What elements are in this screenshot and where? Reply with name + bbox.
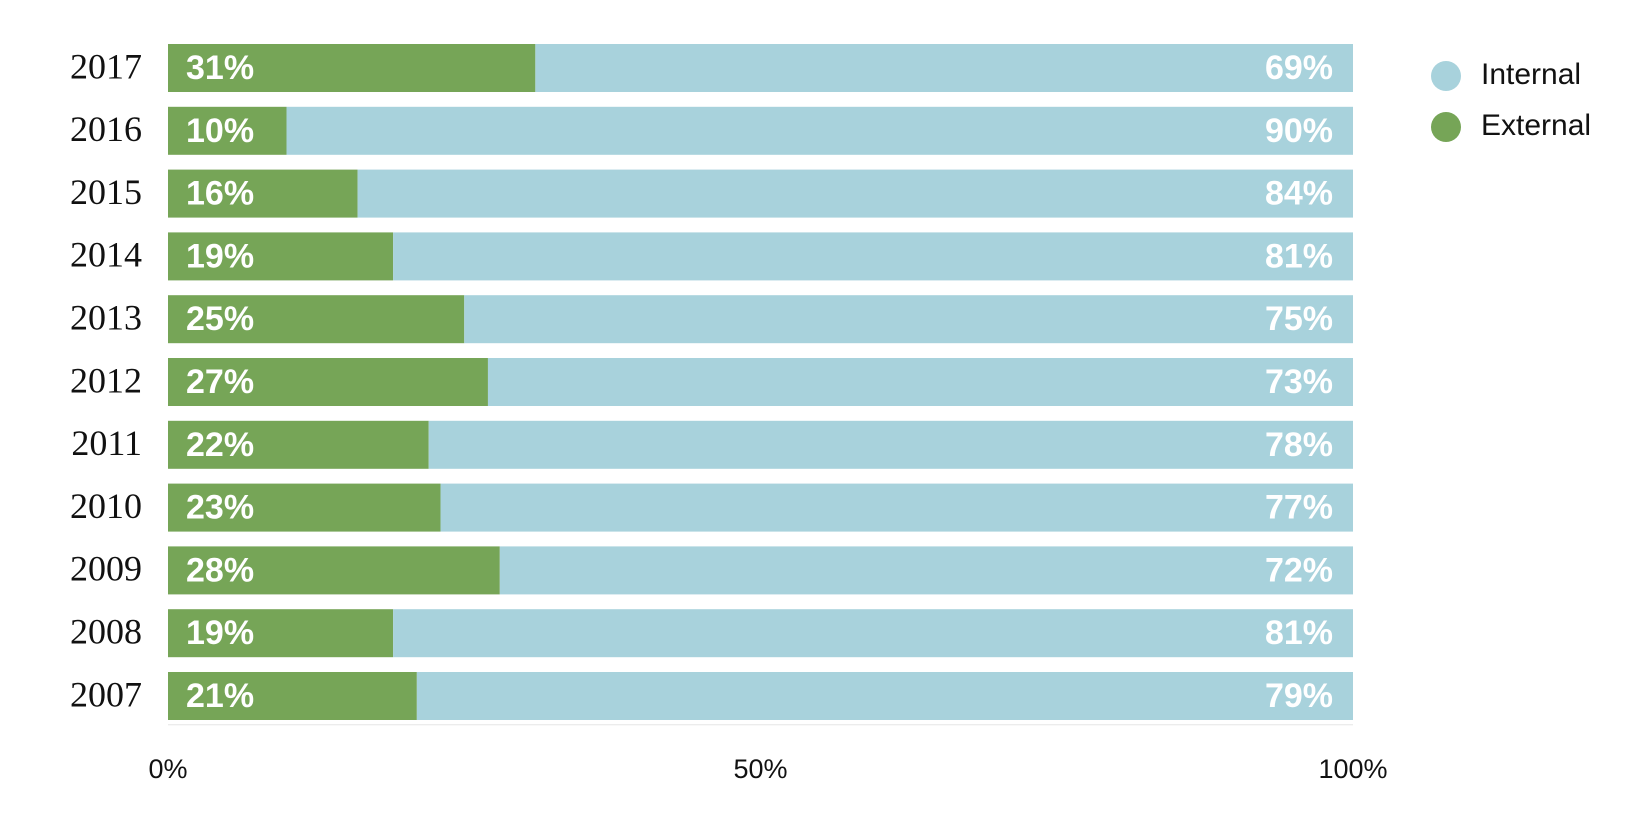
category-label: 2016 — [70, 109, 142, 149]
category-label: 2007 — [70, 674, 142, 714]
category-label: 2009 — [70, 549, 142, 589]
category-label: 2015 — [70, 172, 142, 212]
bar-segment — [286, 106, 1353, 155]
bar-segment — [168, 358, 488, 406]
legend-swatch — [1431, 112, 1461, 142]
value-label: 31% — [186, 49, 254, 87]
bar-segment — [168, 420, 429, 469]
value-label: 72% — [1265, 551, 1333, 589]
bar-segment — [428, 420, 1353, 469]
value-label: 81% — [1265, 237, 1333, 275]
bar-segment — [440, 483, 1353, 532]
bar-segment — [168, 295, 465, 344]
bar-segment — [168, 672, 417, 720]
value-label: 22% — [186, 426, 254, 464]
category-label: 2017 — [70, 46, 142, 86]
legend-swatch — [1431, 61, 1461, 91]
bar-segment — [168, 106, 287, 155]
bar-segment — [416, 672, 1354, 720]
category-label: 2010 — [70, 486, 142, 526]
legend-label: Internal — [1481, 58, 1581, 91]
value-label: 84% — [1265, 175, 1333, 213]
bar-segment — [168, 169, 358, 218]
bar-segment — [499, 546, 1353, 595]
value-label: 10% — [186, 112, 254, 150]
bar-segment — [393, 232, 1353, 281]
x-tick-label: 50% — [733, 754, 787, 784]
bar-segment — [487, 358, 1353, 406]
category-label: 2008 — [70, 611, 142, 651]
bar-segment — [464, 295, 1353, 344]
value-label: 77% — [1265, 489, 1333, 527]
category-label: 2013 — [70, 297, 142, 337]
value-label: 25% — [186, 300, 254, 338]
bar-segment — [168, 44, 536, 92]
bar-segment — [168, 483, 441, 532]
value-label: 27% — [186, 363, 254, 401]
value-label: 73% — [1265, 363, 1333, 401]
bar-segment — [393, 609, 1353, 658]
category-label: 2011 — [71, 423, 142, 463]
bar-segment — [168, 232, 394, 281]
value-label: 78% — [1265, 426, 1333, 464]
category-label: 2014 — [70, 235, 142, 275]
value-label: 19% — [186, 614, 254, 652]
value-label: 69% — [1265, 49, 1333, 87]
value-label: 21% — [186, 677, 254, 715]
value-label: 23% — [186, 489, 254, 527]
bar-segment — [168, 546, 500, 595]
value-label: 19% — [186, 237, 254, 275]
value-label: 16% — [186, 175, 254, 213]
x-tick-label: 100% — [1318, 754, 1387, 784]
value-label: 75% — [1265, 300, 1333, 338]
value-label: 81% — [1265, 614, 1333, 652]
bar-segment — [357, 169, 1354, 218]
category-label: 2012 — [70, 360, 142, 400]
value-label: 79% — [1265, 677, 1333, 715]
value-label: 90% — [1265, 112, 1333, 150]
x-tick-label: 0% — [148, 754, 187, 784]
value-label: 28% — [186, 551, 254, 589]
legend-label: External — [1481, 109, 1591, 142]
bar-segment — [535, 44, 1353, 92]
bar-segment — [168, 609, 394, 658]
